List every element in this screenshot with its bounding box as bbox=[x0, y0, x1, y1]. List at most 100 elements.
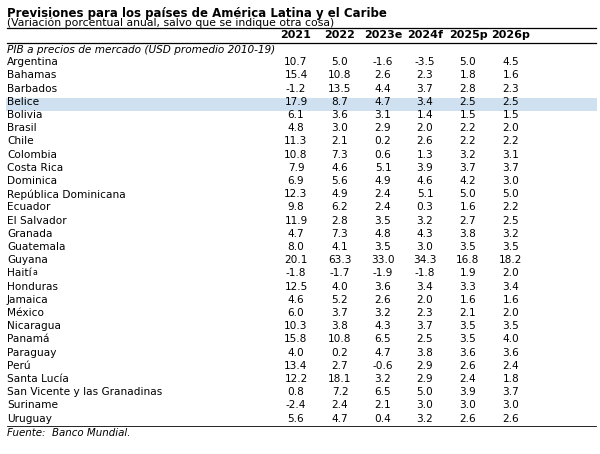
Text: 6.5: 6.5 bbox=[374, 335, 391, 345]
Text: 3.1: 3.1 bbox=[374, 110, 391, 120]
Text: 2022: 2022 bbox=[325, 30, 355, 40]
Text: 2.8: 2.8 bbox=[332, 216, 349, 226]
Text: 2.9: 2.9 bbox=[416, 361, 433, 371]
Text: 2.7: 2.7 bbox=[332, 361, 349, 371]
Text: Bahamas: Bahamas bbox=[7, 70, 56, 80]
Text: 13.5: 13.5 bbox=[328, 84, 352, 94]
Text: 4.7: 4.7 bbox=[374, 97, 391, 107]
Text: 3.3: 3.3 bbox=[460, 281, 476, 291]
Text: 3.5: 3.5 bbox=[460, 321, 476, 331]
Text: Belice: Belice bbox=[7, 97, 39, 107]
Text: 1.5: 1.5 bbox=[460, 110, 476, 120]
Text: Argentina: Argentina bbox=[7, 57, 59, 67]
Text: 12.5: 12.5 bbox=[284, 281, 308, 291]
Text: 7.9: 7.9 bbox=[287, 163, 304, 173]
Text: 3.5: 3.5 bbox=[374, 216, 391, 226]
Text: 3.4: 3.4 bbox=[416, 97, 433, 107]
Text: -1.9: -1.9 bbox=[373, 268, 393, 278]
Text: 12.3: 12.3 bbox=[284, 189, 308, 199]
Text: Colombia: Colombia bbox=[7, 150, 57, 160]
Text: 8.7: 8.7 bbox=[332, 97, 349, 107]
Text: 16.8: 16.8 bbox=[457, 255, 479, 265]
Text: 4.4: 4.4 bbox=[374, 84, 391, 94]
Text: 5.0: 5.0 bbox=[460, 189, 476, 199]
Text: 2.5: 2.5 bbox=[460, 97, 476, 107]
Text: 2.5: 2.5 bbox=[416, 335, 433, 345]
Text: 4.9: 4.9 bbox=[332, 189, 349, 199]
Text: 6.2: 6.2 bbox=[332, 202, 349, 212]
Text: 5.2: 5.2 bbox=[332, 295, 349, 305]
Text: 10.8: 10.8 bbox=[328, 70, 352, 80]
Text: Barbados: Barbados bbox=[7, 84, 57, 94]
Text: Honduras: Honduras bbox=[7, 281, 58, 291]
Text: 1.6: 1.6 bbox=[503, 70, 520, 80]
Text: 17.9: 17.9 bbox=[284, 97, 308, 107]
Text: 2.7: 2.7 bbox=[460, 216, 476, 226]
Text: 2.8: 2.8 bbox=[460, 84, 476, 94]
Text: 0.6: 0.6 bbox=[374, 150, 391, 160]
Text: México: México bbox=[7, 308, 44, 318]
Text: República Dominicana: República Dominicana bbox=[7, 189, 126, 200]
Text: -1.6: -1.6 bbox=[373, 57, 393, 67]
Text: Paraguay: Paraguay bbox=[7, 348, 56, 358]
Text: 2.0: 2.0 bbox=[503, 308, 520, 318]
Text: 3.9: 3.9 bbox=[416, 163, 433, 173]
Text: 4.7: 4.7 bbox=[287, 229, 304, 239]
Text: 3.7: 3.7 bbox=[460, 163, 476, 173]
Text: Jamaica: Jamaica bbox=[7, 295, 49, 305]
Text: 2.4: 2.4 bbox=[374, 189, 391, 199]
Text: 3.4: 3.4 bbox=[416, 281, 433, 291]
Text: 2.1: 2.1 bbox=[374, 400, 391, 410]
Text: 3.4: 3.4 bbox=[503, 281, 520, 291]
Text: 18.1: 18.1 bbox=[328, 374, 352, 384]
Text: -1.8: -1.8 bbox=[415, 268, 435, 278]
Text: 1.8: 1.8 bbox=[503, 374, 520, 384]
Text: Guatemala: Guatemala bbox=[7, 242, 65, 252]
Text: -2.4: -2.4 bbox=[286, 400, 306, 410]
Text: 2.9: 2.9 bbox=[416, 374, 433, 384]
Text: 4.0: 4.0 bbox=[332, 281, 349, 291]
Text: 2.4: 2.4 bbox=[332, 400, 349, 410]
Text: -0.6: -0.6 bbox=[373, 361, 393, 371]
Text: 0.2: 0.2 bbox=[374, 136, 391, 146]
Text: 33.0: 33.0 bbox=[371, 255, 395, 265]
Text: 10.7: 10.7 bbox=[284, 57, 308, 67]
Text: 4.2: 4.2 bbox=[460, 176, 476, 186]
Text: 12.2: 12.2 bbox=[284, 374, 308, 384]
Text: 3.2: 3.2 bbox=[374, 308, 391, 318]
Text: 4.5: 4.5 bbox=[503, 57, 520, 67]
Text: 2.0: 2.0 bbox=[416, 295, 433, 305]
Text: Costa Rica: Costa Rica bbox=[7, 163, 63, 173]
Text: 4.3: 4.3 bbox=[374, 321, 391, 331]
Text: -1.7: -1.7 bbox=[330, 268, 350, 278]
Text: 3.5: 3.5 bbox=[503, 321, 520, 331]
Text: 5.1: 5.1 bbox=[416, 189, 433, 199]
Text: 5.0: 5.0 bbox=[503, 189, 520, 199]
Text: 2.5: 2.5 bbox=[503, 97, 520, 107]
Text: 2.1: 2.1 bbox=[332, 136, 349, 146]
Text: Previsiones para los países de América Latina y el Caribe: Previsiones para los países de América L… bbox=[7, 7, 387, 20]
Text: 2.6: 2.6 bbox=[503, 414, 520, 424]
Text: 4.6: 4.6 bbox=[332, 163, 349, 173]
Text: 7.3: 7.3 bbox=[332, 150, 349, 160]
Text: -3.5: -3.5 bbox=[415, 57, 435, 67]
Text: Granada: Granada bbox=[7, 229, 53, 239]
Text: 1.4: 1.4 bbox=[416, 110, 433, 120]
Text: 2023e: 2023e bbox=[364, 30, 402, 40]
Text: 5.0: 5.0 bbox=[332, 57, 349, 67]
Text: 4.7: 4.7 bbox=[332, 414, 349, 424]
Text: 3.0: 3.0 bbox=[416, 400, 433, 410]
Text: 0.3: 0.3 bbox=[416, 202, 433, 212]
Text: -1.2: -1.2 bbox=[286, 84, 306, 94]
Text: 1.6: 1.6 bbox=[503, 295, 520, 305]
Text: 13.4: 13.4 bbox=[284, 361, 308, 371]
Text: 3.8: 3.8 bbox=[416, 348, 433, 358]
Text: Santa Lucía: Santa Lucía bbox=[7, 374, 69, 384]
Text: Panamá: Panamá bbox=[7, 335, 49, 345]
Text: (Variación porcentual anual, salvo que se indique otra cosa): (Variación porcentual anual, salvo que s… bbox=[7, 18, 334, 29]
Text: 6.0: 6.0 bbox=[287, 308, 304, 318]
Text: 3.0: 3.0 bbox=[503, 176, 520, 186]
Text: 4.9: 4.9 bbox=[374, 176, 391, 186]
Text: 5.6: 5.6 bbox=[287, 414, 304, 424]
Text: 3.1: 3.1 bbox=[503, 150, 520, 160]
